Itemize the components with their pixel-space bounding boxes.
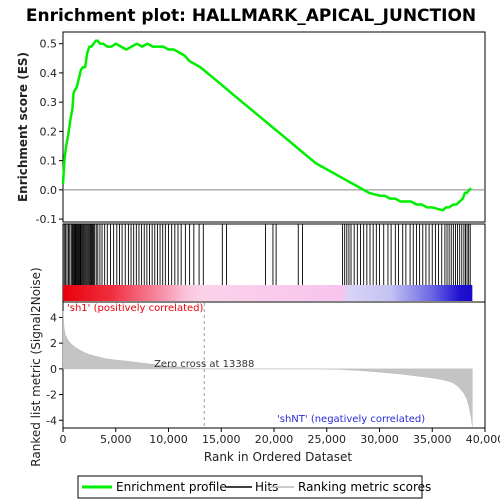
es-tick-label: 0.2 — [40, 125, 58, 138]
es-tick-label: 0.3 — [40, 96, 58, 109]
x-tick-label: 30,000 — [360, 433, 399, 446]
x-tick-label: 5,000 — [100, 433, 132, 446]
es-panel-frame — [62, 31, 486, 223]
es-y-axis-label: Enrichment score (ES) — [16, 52, 30, 202]
metric-y-ticks: -4 -2 0 2 4 — [46, 311, 63, 427]
metric-tick-label: -4 — [46, 414, 57, 427]
x-tick-label: 40,000 — [466, 433, 500, 446]
x-tick-label: 35,000 — [413, 433, 452, 446]
hit-marks — [63, 224, 471, 285]
chart-title: Enrichment plot: HALLMARK_APICAL_JUNCTIO… — [26, 6, 476, 26]
legend-metric-label: Ranking metric scores — [298, 480, 431, 494]
x-axis-label: Rank in Ordered Dataset — [204, 450, 352, 464]
es-tick-label: -0.1 — [36, 213, 57, 226]
enrichment-profile-line — [61, 39, 472, 212]
es-tick-label: 0.5 — [40, 38, 58, 51]
metric-tick-label: 4 — [50, 311, 57, 324]
legend-enrichment-label: Enrichment profile — [116, 480, 227, 494]
metric-tick-label: 2 — [50, 337, 57, 350]
ranking-metric-area — [62, 310, 473, 427]
x-tick-label: 25,000 — [308, 433, 347, 446]
x-tick-label: 15,000 — [202, 433, 241, 446]
legend-hits-label: Hits — [255, 480, 278, 494]
es-y-ticks: -0.1 0.0 0.1 0.2 0.3 0.4 0.5 — [36, 38, 63, 226]
metric-tick-label: 0 — [50, 363, 57, 376]
negative-correlation-label: 'shNT' (negatively correlated) — [277, 414, 425, 425]
positive-correlation-label: 'sh1' (positively correlated) — [67, 303, 204, 314]
x-tick-label: 0 — [60, 433, 67, 446]
zero-cross-label: Zero cross at 13388 — [154, 359, 254, 370]
es-tick-label: 0.1 — [40, 155, 58, 168]
x-axis-ticks: 0 5,000 10,000 15,000 20,000 25,000 30,000 35,0… — [60, 428, 500, 446]
x-tick-label: 20,000 — [255, 433, 294, 446]
rank-color-bar — [63, 285, 473, 301]
metric-y-axis-label: Ranked list metric (Signal2Noise) — [29, 267, 43, 466]
x-tick-label: 10,000 — [149, 433, 188, 446]
es-tick-label: 0.4 — [40, 67, 58, 80]
es-tick-label: 0.0 — [40, 184, 58, 197]
metric-tick-label: -2 — [46, 389, 57, 402]
